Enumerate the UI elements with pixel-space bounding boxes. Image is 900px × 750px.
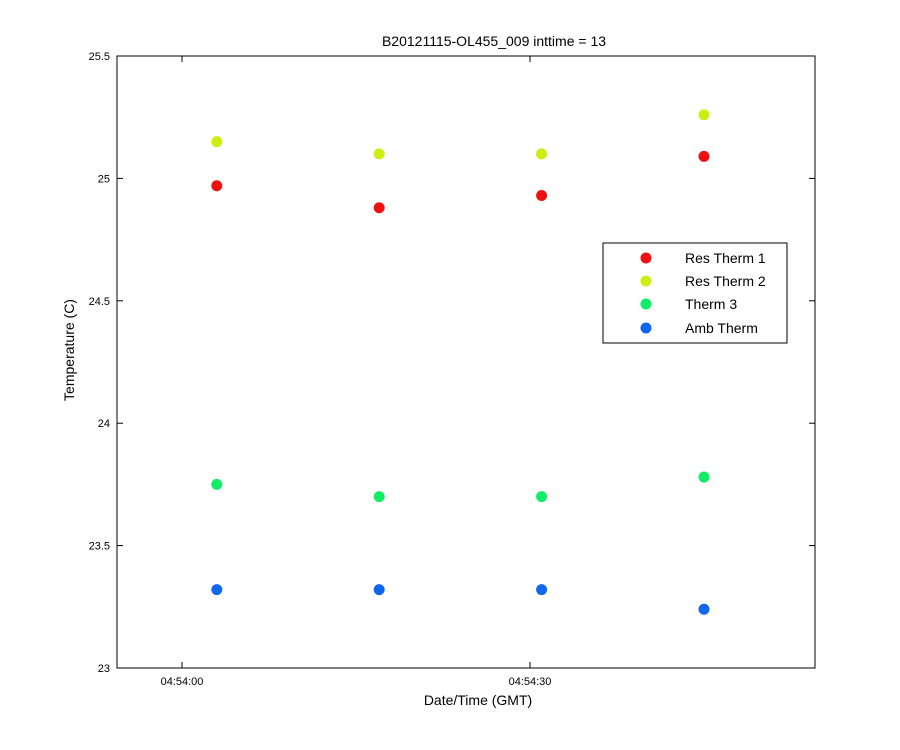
data-point-res-therm-1-2 [536,190,548,202]
data-point-therm-3-0 [211,478,223,490]
x-axis: 04:54:00 04:54:30 [161,56,552,688]
legend-label-therm-3: Therm 3 [685,296,737,312]
data-point-res-therm-2-1 [373,148,385,160]
chart-title: B20121115-OL455_009 inttime = 13 [382,33,606,49]
plot-area [116,55,816,669]
legend-box [602,242,788,344]
legend-label-res-therm-1: Res Therm 1 [685,250,766,266]
legend-label-res-therm-2: Res Therm 2 [685,273,766,289]
data-point-amb-therm-3 [698,603,710,615]
y-axis-label: Temperature (C) [61,299,77,401]
data-point-res-therm-2-0 [211,136,223,148]
data-point-therm-3-1 [373,491,385,503]
x-tick-label: 04:54:00 [161,676,204,688]
legend-marker-amb-therm [640,322,652,334]
data-point-amb-therm-2 [536,584,548,596]
data-point-amb-therm-0 [211,584,223,596]
legend-marker-res-therm-1 [640,252,652,264]
y-axis: 23 23.5 24 24.5 25 25.5 [89,51,815,675]
legend-marker-therm-3 [640,298,652,310]
legend-label-amb-therm: Amb Therm [685,320,758,336]
y-tick-label: 25 [98,173,110,185]
y-tick-label: 25.5 [89,51,110,63]
data-point-therm-3-2 [536,491,548,503]
data-point-amb-therm-1 [373,584,385,596]
y-tick-label: 24 [98,418,110,430]
data-point-therm-3-3 [698,471,710,483]
y-tick-label: 24.5 [89,296,110,308]
legend-marker-res-therm-2 [640,275,652,287]
data-point-res-therm-1-0 [211,180,223,192]
x-axis-label: Date/Time (GMT) [424,692,532,708]
y-tick-label: 23 [98,663,110,675]
data-point-res-therm-1-1 [373,202,385,214]
y-tick-label: 23.5 [89,541,110,553]
x-tick-label: 04:54:30 [509,676,552,688]
legend: Res Therm 1 Res Therm 2 Therm 3 Amb Ther… [602,242,788,344]
data-point-res-therm-1-3 [698,150,710,162]
data-points [211,109,710,615]
data-point-res-therm-2-2 [536,148,548,160]
data-point-res-therm-2-3 [698,109,710,121]
